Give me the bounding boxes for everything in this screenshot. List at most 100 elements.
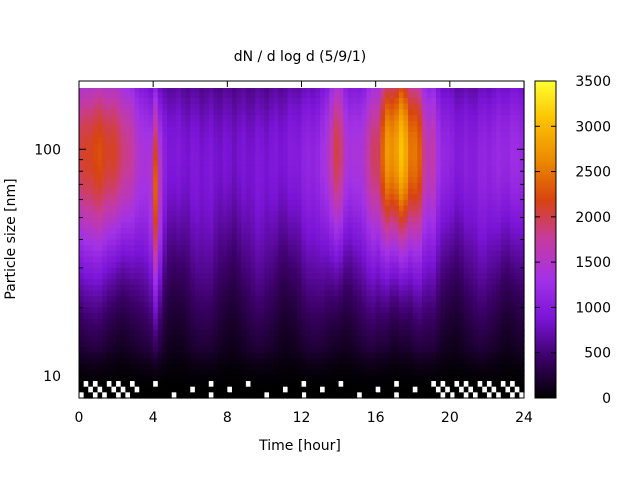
heatmap-cell [431,160,437,167]
heatmap-cell [264,318,270,326]
heatmap-cell [384,262,391,269]
heatmap-cell [306,392,312,399]
heatmap-cell [454,352,460,359]
heatmap-cell [171,341,177,348]
heatmap-cell [357,381,363,388]
heatmap-cell [190,148,196,156]
heatmap-cell [408,301,414,309]
heatmap-cell [435,143,442,150]
heatmap-cell [329,97,335,105]
heatmap-cell [422,262,428,269]
heatmap-cell [250,154,256,161]
heatmap-cell [292,324,298,331]
heatmap-cell [259,301,266,309]
heatmap-cell [329,296,335,303]
heatmap-cell [278,114,284,122]
heatmap-cell [324,199,330,207]
heatmap-cell [486,313,493,320]
heatmap-cell [282,313,289,320]
heatmap-cell [380,165,386,173]
heatmap-cell [384,194,391,201]
heatmap-cell [273,273,279,280]
heatmap-cell [347,301,354,309]
heatmap-cell [245,386,252,393]
heatmap-cell [352,364,358,371]
heatmap-cell [92,290,99,297]
heatmap-cell [273,211,279,218]
heatmap-cell [143,211,150,218]
heatmap-cell [148,381,154,388]
heatmap-cell [454,165,460,173]
heatmap-cell [366,120,372,127]
heatmap-cell [282,199,289,207]
heatmap-cell [102,290,108,297]
heatmap-cell [125,358,131,365]
heatmap-cell [255,245,261,252]
heatmap-cell [236,171,242,178]
heatmap-cell [398,318,405,326]
heatmap-cell [278,290,284,297]
heatmap-cell [477,324,483,331]
heatmap-cell [162,114,168,122]
heatmap-cell [408,392,414,399]
heatmap-cell [366,267,372,275]
heatmap-cell [477,273,483,280]
heatmap-cell [408,211,414,218]
heatmap-cell [102,205,108,212]
heatmap-cell [357,296,363,303]
heatmap-cell [292,239,298,246]
heatmap-cell [449,239,456,246]
heatmap-cell [329,301,335,309]
heatmap-cell [208,307,215,314]
heatmap-cell [459,324,465,331]
heatmap-cell [157,392,164,399]
heatmap-cell [357,228,363,235]
heatmap-cell [384,392,391,399]
heatmap-cell [269,205,275,212]
heatmap-cell [343,126,349,133]
heatmap-cell [296,199,303,207]
heatmap-cell [357,109,363,116]
heatmap-cell [324,216,330,224]
heatmap-cell [468,114,474,122]
heatmap-cell [352,262,358,269]
heatmap-cell [180,324,187,331]
heatmap-cell [329,358,335,365]
heatmap-cell [222,364,228,371]
heatmap-cell [449,205,456,212]
heatmap-cell [282,267,289,275]
heatmap-cell [153,296,159,303]
heatmap-cell [199,250,205,258]
heatmap-cell [338,148,344,156]
heatmap-cell [129,205,136,212]
heatmap-cell [176,296,182,303]
heatmap-cell [315,245,321,252]
heatmap-cell [250,92,256,99]
heatmap-cell [180,177,187,184]
heatmap-cell [176,143,182,150]
heatmap-cell [440,245,446,252]
heatmap-cell [352,126,358,133]
heatmap-cell [259,386,266,393]
heatmap-cell [315,97,321,105]
heatmap-cell [482,165,488,173]
heatmap-cell [204,222,210,229]
heatmap-cell [320,126,326,133]
heatmap-cell [357,216,363,224]
heatmap-cell [120,273,126,280]
heatmap-cell [148,375,154,382]
heatmap-cell [204,267,210,275]
heatmap-cell [129,86,136,93]
heatmap-cell [102,109,108,116]
heatmap-cell [301,358,307,365]
heatmap-cell [333,143,340,150]
heatmap-cell [296,245,303,252]
heatmap-cell [157,245,164,252]
heatmap-cell [463,154,469,161]
heatmap-cell [282,228,289,235]
heatmap-cell [120,381,126,388]
heatmap-cell [167,324,173,331]
heatmap-cell [301,86,307,93]
heatmap-cell [384,358,391,365]
heatmap-cell [180,296,187,303]
